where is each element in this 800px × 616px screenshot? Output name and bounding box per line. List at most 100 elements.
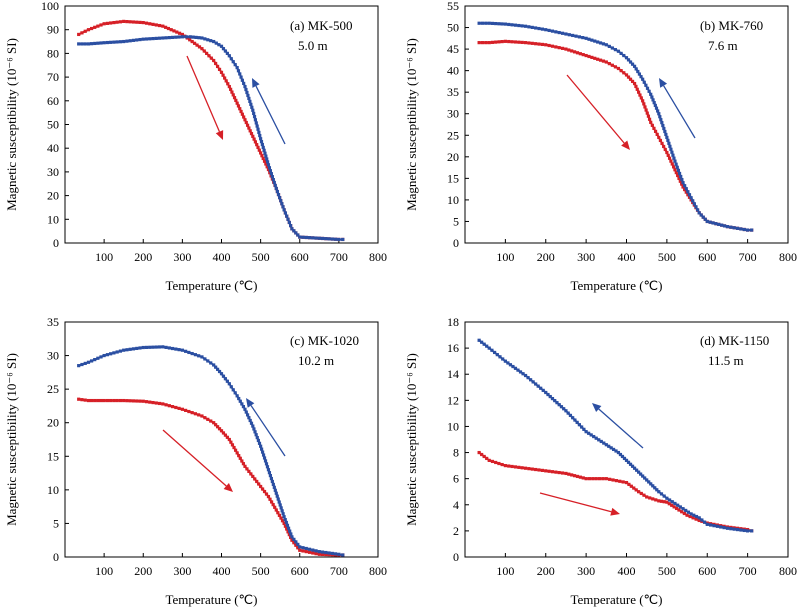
data-point [102, 22, 106, 26]
data-point [230, 90, 234, 94]
data-point [221, 374, 226, 378]
data-point [725, 225, 730, 229]
data-point [666, 153, 670, 157]
y-tick-label: 18 [447, 315, 459, 329]
data-point [167, 36, 171, 40]
data-point [622, 53, 626, 58]
data-point [732, 527, 736, 531]
data-point [217, 43, 221, 47]
data-point [252, 427, 256, 431]
data-point [573, 418, 577, 422]
data-point [236, 104, 241, 108]
x-tick-label: 800 [369, 250, 387, 264]
data-point [490, 459, 495, 464]
data-point [238, 107, 242, 111]
data-point [517, 465, 521, 469]
data-point [557, 46, 561, 50]
data-point [235, 394, 239, 398]
data-point [131, 38, 136, 42]
data-point [304, 546, 308, 551]
data-point [154, 401, 158, 405]
x-tick-label: 700 [739, 564, 757, 578]
data-point [527, 41, 531, 45]
data-point [705, 219, 709, 224]
data-point [671, 153, 675, 157]
data-point [493, 350, 497, 355]
data-point [684, 187, 688, 191]
data-point [253, 118, 258, 122]
data-point [237, 396, 241, 401]
data-point [510, 23, 514, 27]
data-point [241, 405, 246, 409]
data-point [621, 480, 625, 484]
data-point [231, 60, 235, 64]
data-point [341, 237, 345, 242]
data-point [607, 44, 611, 48]
y-tick-label: 0 [53, 236, 59, 250]
data-point [225, 435, 229, 439]
data-point [327, 553, 331, 557]
data-point [161, 345, 165, 349]
data-point [200, 47, 204, 51]
data-point [180, 348, 184, 352]
arrow-shaft [186, 55, 221, 132]
arrow-shaft [162, 429, 227, 487]
data-point [750, 228, 754, 232]
data-point [278, 196, 282, 200]
data-point [324, 550, 328, 555]
data-point [540, 42, 544, 47]
data-point [276, 511, 280, 515]
data-point [259, 444, 263, 448]
y-tick-label: 6 [453, 472, 459, 486]
y-tick-label: 55 [447, 0, 459, 13]
data-point [658, 115, 662, 119]
data-point [637, 490, 641, 494]
data-point [697, 211, 701, 215]
data-point [490, 40, 495, 44]
data-point [252, 115, 257, 119]
data-point [327, 237, 331, 241]
arrow-shaft [598, 408, 644, 449]
data-point [118, 20, 123, 24]
data-point [282, 208, 286, 212]
data-point [669, 159, 673, 163]
data-point [215, 425, 220, 429]
x-axis-label: Temperature (℃) [570, 592, 662, 607]
data-point [654, 498, 658, 502]
x-tick-label: 500 [658, 564, 676, 578]
data-point [190, 351, 194, 356]
data-point [544, 43, 548, 47]
data-point [653, 486, 657, 490]
data-point [269, 500, 274, 504]
x-tick-label: 300 [173, 564, 191, 578]
data-point [691, 199, 695, 203]
data-point [284, 520, 288, 525]
data-point [164, 345, 168, 350]
data-point [118, 349, 123, 353]
data-point [86, 398, 91, 403]
data-point [503, 22, 507, 26]
data-point [184, 349, 188, 353]
data-point [554, 470, 558, 474]
data-point [714, 222, 718, 226]
x-tick-label: 400 [618, 564, 636, 578]
data-point [193, 412, 198, 416]
data-point [170, 405, 175, 409]
data-point [177, 406, 181, 410]
data-point [225, 379, 229, 383]
data-point [649, 482, 653, 486]
data-point [645, 495, 649, 499]
data-point [667, 156, 672, 160]
data-point [105, 398, 109, 403]
data-point [190, 39, 194, 44]
data-point [642, 102, 646, 106]
data-point [667, 498, 672, 502]
data-point [680, 510, 684, 514]
heating-curve [477, 450, 754, 533]
data-point [169, 28, 173, 32]
data-point [221, 47, 226, 51]
data-point [553, 399, 557, 403]
y-tick-label: 60 [47, 94, 59, 108]
data-point [161, 402, 165, 406]
data-point [613, 48, 617, 52]
